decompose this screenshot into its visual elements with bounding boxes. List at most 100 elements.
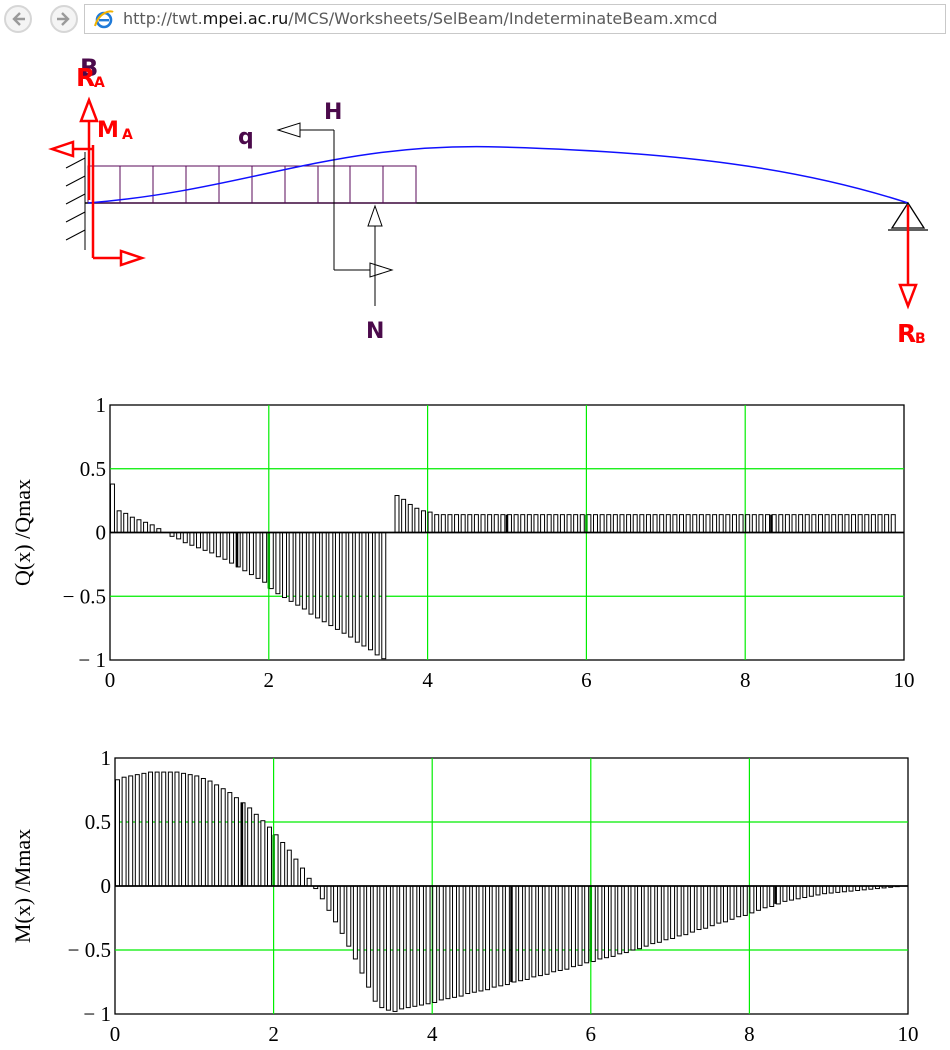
bar [161,771,167,887]
bar [434,514,440,533]
bar [215,532,221,558]
bar [209,532,215,554]
bar [354,532,360,643]
bar [438,885,444,1001]
back-button[interactable] [4,5,32,33]
url-host: http://twt. [123,9,203,28]
bar [546,514,552,533]
bar [129,516,135,533]
bar [366,885,372,988]
bar [334,532,340,630]
bar [339,885,345,934]
bar [722,885,728,923]
bar [551,885,557,973]
label-ma-sub: A [122,127,133,143]
x-tick-label: 0 [105,668,116,692]
bar [485,885,491,991]
bar [579,514,585,533]
bar [255,532,261,579]
url-domain: mpei.ac.ru [202,9,289,28]
bar [262,532,268,583]
bar [771,514,777,533]
bar [619,514,625,533]
bar [308,532,314,615]
bar [683,885,689,936]
bar [478,885,484,992]
bar [617,885,623,955]
x-tick-label: 4 [427,1022,438,1046]
bar [745,514,751,533]
bar [498,885,504,987]
bar [500,514,506,533]
bar [420,510,426,533]
bar [703,885,709,929]
bar [326,885,332,911]
bar [778,514,784,533]
bar [824,514,830,533]
bar [286,849,292,887]
bar [407,503,413,533]
bar [452,885,457,998]
label-n: N [366,319,384,344]
bar [148,771,154,887]
bar [672,514,678,533]
bar [143,521,149,534]
bar [458,885,464,997]
bar [260,820,266,887]
bar [187,774,193,887]
bar [467,514,473,533]
bar [189,532,195,546]
bar [368,532,374,651]
bar [465,885,471,995]
bar [731,514,737,533]
bar [280,841,286,887]
forward-button[interactable] [50,5,78,33]
bar [194,775,200,887]
x-tick-label: 10 [898,1022,919,1046]
bar [229,532,235,564]
bar [123,512,129,533]
bar [491,885,497,988]
bar [811,514,817,533]
beam-diagram: B R A M A q H N R B [48,54,928,348]
label-ra: R [76,63,95,92]
bar [718,514,724,533]
bar [639,514,645,533]
bar [493,514,499,533]
bar [414,507,420,533]
bar [643,885,649,947]
bar [844,514,850,533]
label-h: H [324,100,342,125]
bar [401,498,407,533]
bar [385,885,391,1011]
shear-force-chart: 0 2 4 6 8 10 1 0.5 0 − 0.5 − 1 Q(x) /Qmax [10,393,915,692]
bar [504,885,510,986]
bar [134,774,140,887]
x-tick-label: 6 [581,668,592,692]
bar [394,495,400,533]
y-tick-label: 0.5 [85,810,111,834]
bar [696,885,702,931]
bar [749,885,755,914]
bar [381,532,387,660]
bar [315,532,321,619]
bar [593,514,598,533]
bar [361,532,367,647]
bar [454,514,460,533]
bar [288,532,294,602]
bar [341,532,347,634]
bar [566,514,572,533]
bar [359,885,365,974]
bar [154,771,160,887]
bar [487,514,493,533]
bar [584,885,590,964]
bar [645,514,651,533]
bar [346,885,352,947]
bar [577,885,583,966]
bar [802,885,808,899]
bar [623,885,629,954]
address-bar[interactable]: http://twt.mpei.ac.ru/MCS/Worksheets/Sel… [84,4,946,34]
bar [352,885,358,960]
y-axis-label: M(x) /Mmax [10,829,35,943]
label-rb: R [897,319,916,348]
